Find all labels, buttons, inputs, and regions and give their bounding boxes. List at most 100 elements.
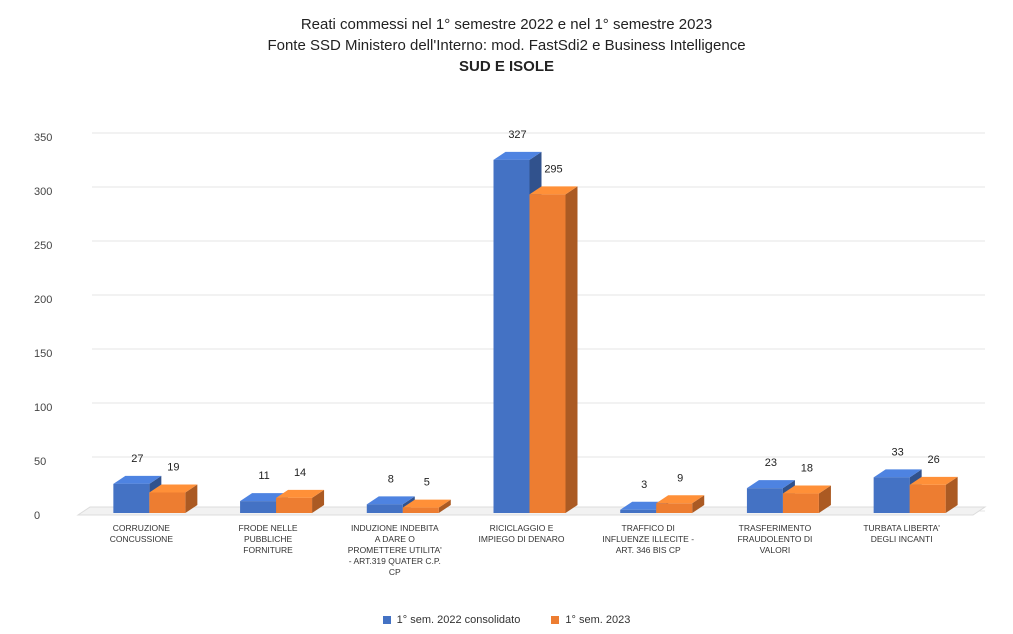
bar-side xyxy=(185,484,198,513)
bar-front xyxy=(529,194,566,513)
bar-top xyxy=(493,151,542,160)
data-label: 19 xyxy=(167,461,179,473)
bar-2023-2 xyxy=(402,499,451,513)
bar-top xyxy=(529,186,578,195)
data-label: 5 xyxy=(424,477,430,489)
y-tick-label: 50 xyxy=(34,456,46,468)
bar-front xyxy=(656,503,693,513)
y-tick-label: 200 xyxy=(34,294,52,306)
bar-side xyxy=(818,485,831,513)
bar-top xyxy=(782,485,831,494)
y-tick-label: 150 xyxy=(34,348,52,360)
data-label: 14 xyxy=(294,467,306,479)
chart-subtitle: Fonte SSD Ministero dell'Interno: mod. F… xyxy=(267,37,746,54)
bar-front xyxy=(782,493,819,513)
bar-front xyxy=(149,492,186,513)
x-category-label-line: INFLUENZE ILLECITE - xyxy=(602,534,694,544)
data-label: 18 xyxy=(801,463,813,475)
x-category-label: TURBATA LIBERTA' DEGLI INCANTI xyxy=(863,523,940,544)
bar-side xyxy=(312,489,325,513)
x-category-label-line: TRAFFICO DI xyxy=(622,523,675,533)
x-category-label-line: FORNITURE xyxy=(243,545,293,555)
chart-title-block: Reati commessi nel 1° semestre 2022 e ne… xyxy=(0,14,1013,77)
bar-top xyxy=(746,480,795,489)
bar-front xyxy=(113,483,150,513)
bar-top xyxy=(149,484,198,493)
y-axis-ticks: 0 50 100 150 200 250 300 350 xyxy=(34,132,52,522)
legend-swatch-2022 xyxy=(382,616,391,624)
bar-2022-0 xyxy=(113,475,162,513)
bar-front xyxy=(909,484,946,513)
x-category-label-line: RICICLAGGIO E xyxy=(490,523,554,533)
chart-region: SUD E ISOLE xyxy=(458,58,555,75)
bar-front xyxy=(240,501,277,513)
x-category-label: RICICLAGGIO E IMPIEGO DI DENARO xyxy=(479,523,565,544)
x-category-label-line: CORRUZIONE xyxy=(113,523,170,533)
bar-2023-4 xyxy=(656,495,705,513)
x-category-label: INDUZIONE INDEBITA A DARE O PROMETTERE UTI… xyxy=(348,523,442,577)
bar-front xyxy=(620,509,657,513)
data-label: 11 xyxy=(258,470,269,482)
bar-front xyxy=(493,159,530,513)
legend-item-2023: 1° sem. 2023 xyxy=(551,614,630,626)
bar-side xyxy=(565,186,578,513)
x-category-label: TRAFFICO DI INFLUENZE ILLECITE -ART. 346 … xyxy=(602,523,694,555)
data-label: 23 xyxy=(765,457,777,469)
x-category-label-line: - ART.319 QUATER C.P. xyxy=(349,556,441,566)
bar-2023-6 xyxy=(909,476,958,513)
bar-top xyxy=(366,496,415,505)
x-category-label-line: IMPIEGO DI DENARO xyxy=(479,534,565,544)
x-category-label-line: PUBBLICHE xyxy=(244,534,293,544)
x-category-label-line: FRODE NELLE xyxy=(239,523,298,533)
bar-top xyxy=(402,499,451,508)
data-label: 8 xyxy=(388,473,394,485)
legend: 1° sem. 2022 consolidato 1° sem. 2023 xyxy=(0,614,1013,627)
x-category-label: TRASFERIMENTO FRAUDOLENTO DI VALORI xyxy=(737,523,812,555)
y-tick-label: 250 xyxy=(34,240,52,252)
x-category-label-line: PROMETTERE UTILITA' xyxy=(348,545,442,555)
x-category-label-line: CP xyxy=(389,567,401,577)
legend-label-2023: 1° sem. 2023 xyxy=(565,614,631,626)
y-tick-label: 300 xyxy=(34,186,52,198)
bar-top xyxy=(276,489,325,498)
data-label: 327 xyxy=(508,129,526,141)
bar-2023-0 xyxy=(149,484,198,513)
bar-front xyxy=(873,477,910,513)
data-label: 9 xyxy=(677,472,683,484)
bar-2023-1 xyxy=(276,489,325,513)
bar-front xyxy=(366,504,403,513)
x-category-label-line: TURBATA LIBERTA' xyxy=(863,523,940,533)
x-category-label-line: FRAUDOLENTO DI xyxy=(737,534,812,544)
chart-title: Reati commessi nel 1° semestre 2022 e ne… xyxy=(300,16,713,33)
x-category-label-line: VALORI xyxy=(760,545,791,555)
y-tick-label: 0 xyxy=(34,510,40,522)
legend-label-2022: 1° sem. 2022 consolidato xyxy=(396,614,521,626)
bar-front xyxy=(746,488,783,513)
legend-item-2022: 1° sem. 2022 consolidato xyxy=(382,614,521,626)
x-category-label-line: INDUZIONE INDEBITA xyxy=(351,523,439,533)
data-label: 33 xyxy=(892,446,904,458)
bar-top xyxy=(909,476,958,485)
x-category-label-line: DEGLI INCANTI xyxy=(871,534,933,544)
x-category-label: FRODE NELLE PUBBLICHE FORNITURE xyxy=(239,523,298,555)
data-label: 26 xyxy=(928,454,940,466)
data-labels: 27 19 11 14 8 5 327 295 3 9 23 18 33 26 xyxy=(131,129,940,491)
bar-top xyxy=(873,469,922,478)
y-tick-label: 350 xyxy=(34,132,52,144)
x-category-label-line: CONCUSSIONE xyxy=(110,534,174,544)
bar-front xyxy=(402,507,439,513)
bar-top xyxy=(656,495,705,504)
x-category-label: CORRUZIONE CONCUSSIONE xyxy=(110,523,174,544)
x-category-label-line: A DARE O xyxy=(375,534,416,544)
data-label: 27 xyxy=(131,453,143,465)
data-label: 3 xyxy=(641,479,647,491)
bar-2023-3 xyxy=(529,186,578,513)
bar-side xyxy=(945,476,958,513)
bar-2023-5 xyxy=(782,485,831,513)
y-tick-label: 100 xyxy=(34,402,52,414)
bar-side xyxy=(692,495,705,513)
bars xyxy=(113,151,958,513)
bar-front xyxy=(276,497,313,513)
